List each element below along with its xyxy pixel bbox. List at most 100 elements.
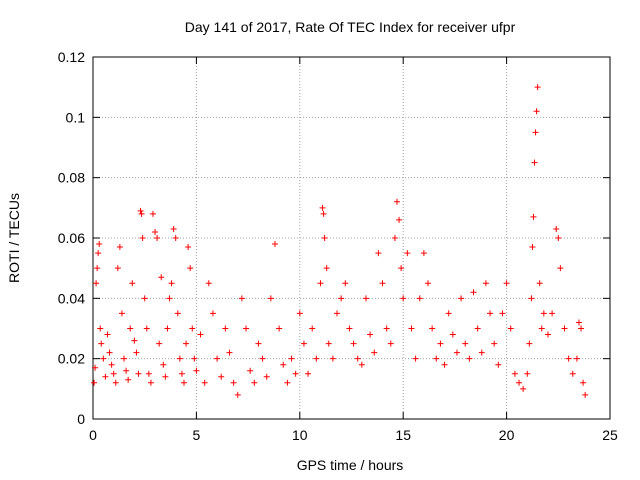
data-point: [176, 355, 183, 362]
data-point: [243, 325, 250, 332]
data-point: [129, 280, 136, 287]
data-point: [218, 373, 225, 380]
data-point: [271, 241, 278, 248]
data-point: [143, 325, 150, 332]
data-point: [226, 349, 233, 356]
data-point: [234, 391, 241, 398]
data-point: [354, 355, 361, 362]
data-point: [470, 289, 477, 296]
data-point: [561, 325, 568, 332]
data-point: [138, 210, 145, 217]
data-point: [458, 295, 465, 302]
data-point: [97, 325, 104, 332]
data-point: [112, 379, 119, 386]
data-point: [154, 235, 161, 241]
x-tick-label: 25: [602, 427, 618, 443]
data-point: [123, 367, 130, 374]
data-point: [114, 265, 121, 272]
data-point: [433, 355, 440, 362]
x-tick-labels: 0 5 10 15 20 25: [89, 427, 618, 443]
data-point: [575, 319, 582, 326]
data-point: [466, 355, 473, 362]
data-point: [569, 370, 576, 377]
data-point: [125, 376, 132, 383]
data-point: [149, 210, 156, 217]
data-point: [487, 310, 494, 317]
data-point: [553, 225, 560, 232]
data-point: [313, 355, 320, 362]
grid: [93, 57, 610, 419]
data-point: [529, 244, 536, 251]
data-point: [164, 325, 171, 332]
data-point: [170, 225, 177, 232]
data-point: [416, 295, 423, 302]
data-point: [499, 310, 506, 317]
data-point: [441, 361, 448, 368]
data-point: [565, 355, 572, 362]
data-point: [305, 370, 312, 377]
data-point: [520, 385, 527, 392]
data-point: [346, 325, 353, 332]
data-point: [156, 340, 163, 347]
data-point: [292, 370, 299, 377]
data-point: [398, 265, 405, 272]
data-point: [193, 367, 200, 374]
data-point: [528, 295, 535, 302]
data-point: [532, 129, 539, 136]
data-point: [478, 349, 485, 356]
data-point: [420, 250, 427, 257]
data-point: [371, 349, 378, 356]
data-point: [358, 361, 365, 368]
data-point: [152, 228, 159, 235]
data-point: [319, 204, 326, 211]
data-point: [174, 310, 181, 317]
data-point: [544, 331, 551, 338]
data-point: [137, 207, 144, 214]
data-point: [507, 325, 514, 332]
data-point: [557, 265, 564, 272]
data-point: [280, 361, 287, 368]
y-tick-label: 0.04: [58, 290, 85, 306]
data-point: [375, 250, 382, 257]
data-point: [338, 295, 345, 302]
data-point: [263, 373, 270, 380]
data-point: [131, 337, 138, 344]
data-point: [92, 364, 99, 371]
data-point: [102, 373, 109, 380]
data-point: [284, 379, 291, 386]
data-point: [400, 295, 407, 302]
data-point: [180, 379, 187, 386]
data-point: [160, 361, 167, 368]
data-point: [350, 340, 357, 347]
data-point: [255, 340, 262, 347]
data-point: [511, 370, 518, 377]
data-point: [540, 310, 547, 317]
data-point: [91, 379, 98, 386]
data-point: [189, 325, 196, 332]
data-point: [437, 340, 444, 347]
data-point: [139, 235, 146, 241]
data-point: [108, 361, 115, 368]
y-tick-label: 0.06: [58, 230, 85, 246]
data-point: [145, 370, 152, 377]
y-tick-label: 0.1: [66, 109, 86, 125]
data-point: [453, 349, 460, 356]
x-tick-label: 5: [193, 427, 201, 443]
data-point: [573, 355, 580, 362]
data-point: [185, 244, 192, 251]
data-point: [582, 391, 589, 398]
data-point: [534, 84, 541, 91]
data-point: [247, 367, 254, 374]
data-point: [383, 325, 390, 332]
data-point: [449, 331, 456, 338]
data-point: [393, 198, 400, 205]
data-point: [503, 280, 510, 287]
data-point: [408, 325, 415, 332]
data-point: [317, 280, 324, 287]
y-tick-label: 0: [77, 411, 85, 427]
data-point: [178, 370, 185, 377]
data-point: [162, 373, 169, 380]
data-point: [98, 340, 105, 347]
data-point: [391, 235, 398, 241]
data-point: [580, 379, 587, 386]
